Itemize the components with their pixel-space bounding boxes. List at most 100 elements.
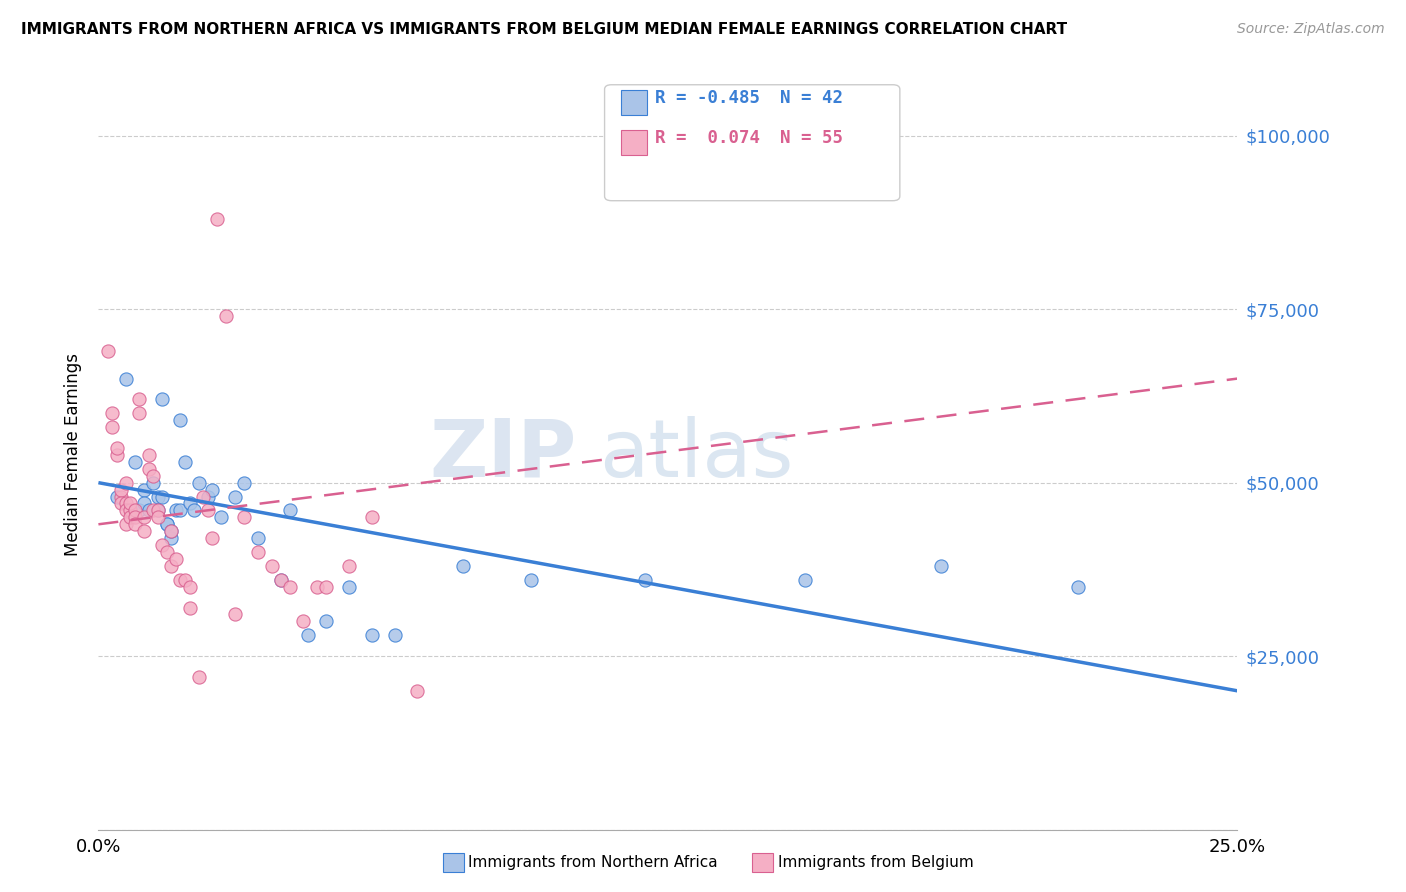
Point xyxy=(132,496,155,510)
Point xyxy=(793,573,815,587)
Point xyxy=(179,580,201,594)
Point xyxy=(110,496,132,510)
Point xyxy=(120,510,142,524)
Point xyxy=(209,510,232,524)
Point xyxy=(146,503,169,517)
Point xyxy=(929,558,952,573)
Point xyxy=(114,496,136,510)
Point xyxy=(215,309,238,323)
Point xyxy=(337,558,360,573)
Point xyxy=(156,517,179,532)
Point xyxy=(270,573,292,587)
Point xyxy=(520,573,543,587)
Point xyxy=(292,615,315,629)
Point xyxy=(201,531,224,545)
Point xyxy=(193,490,215,504)
Point xyxy=(128,503,150,517)
Y-axis label: Median Female Earnings: Median Female Earnings xyxy=(65,353,83,557)
Point xyxy=(315,615,337,629)
Point xyxy=(156,517,179,532)
Point xyxy=(307,580,329,594)
Point xyxy=(110,483,132,497)
Point xyxy=(1067,580,1090,594)
Point xyxy=(114,517,136,532)
Point xyxy=(120,496,142,510)
Point xyxy=(183,503,205,517)
Point xyxy=(260,558,283,573)
Point xyxy=(174,455,197,469)
Point xyxy=(142,468,165,483)
Point xyxy=(187,475,209,490)
Point xyxy=(124,517,146,532)
Text: Immigrants from Belgium: Immigrants from Belgium xyxy=(778,855,973,870)
Point xyxy=(201,483,224,497)
Point xyxy=(114,475,136,490)
Point xyxy=(105,441,128,455)
Text: atlas: atlas xyxy=(599,416,794,494)
Point xyxy=(156,545,179,559)
Point xyxy=(179,600,201,615)
Point xyxy=(138,503,160,517)
Point xyxy=(174,573,197,587)
Point xyxy=(138,462,160,476)
Point xyxy=(160,524,183,539)
Point xyxy=(406,683,429,698)
Point xyxy=(105,490,128,504)
Point xyxy=(169,413,191,427)
Point xyxy=(160,558,183,573)
Text: R = -0.485: R = -0.485 xyxy=(655,89,761,107)
Text: Immigrants from Northern Africa: Immigrants from Northern Africa xyxy=(468,855,718,870)
Point xyxy=(337,580,360,594)
Point xyxy=(384,628,406,642)
Point xyxy=(96,343,118,358)
Point xyxy=(233,475,256,490)
Point xyxy=(128,406,150,420)
Point xyxy=(160,524,183,539)
Point xyxy=(132,483,155,497)
Point xyxy=(224,607,246,622)
Point xyxy=(124,510,146,524)
Point xyxy=(132,510,155,524)
Point xyxy=(132,524,155,539)
Point xyxy=(197,490,219,504)
Text: Source: ZipAtlas.com: Source: ZipAtlas.com xyxy=(1237,22,1385,37)
Point xyxy=(124,455,146,469)
Point xyxy=(246,531,269,545)
Text: N = 42: N = 42 xyxy=(780,89,844,107)
Point xyxy=(278,580,301,594)
Point xyxy=(297,628,319,642)
Text: R =  0.074: R = 0.074 xyxy=(655,129,761,147)
Point xyxy=(128,392,150,407)
Point xyxy=(360,510,382,524)
Point xyxy=(150,490,173,504)
Point xyxy=(146,490,169,504)
Point xyxy=(124,503,146,517)
Text: N = 55: N = 55 xyxy=(780,129,844,147)
Point xyxy=(197,503,219,517)
Point xyxy=(224,490,246,504)
Point xyxy=(278,503,301,517)
Point xyxy=(105,448,128,462)
Text: ZIP: ZIP xyxy=(429,416,576,494)
Point xyxy=(160,531,183,545)
Point xyxy=(150,538,173,552)
Point xyxy=(169,573,191,587)
Point xyxy=(114,371,136,385)
Point xyxy=(169,503,191,517)
Point xyxy=(360,628,382,642)
Point xyxy=(110,490,132,504)
Point xyxy=(165,503,187,517)
Point xyxy=(146,503,169,517)
Point xyxy=(187,670,209,684)
Point xyxy=(315,580,337,594)
Point xyxy=(114,503,136,517)
Point xyxy=(142,475,165,490)
Point xyxy=(205,212,228,227)
Point xyxy=(634,573,657,587)
Point xyxy=(101,420,124,434)
Point xyxy=(101,406,124,420)
Point xyxy=(270,573,292,587)
Point xyxy=(146,510,169,524)
Point xyxy=(138,448,160,462)
Point xyxy=(120,503,142,517)
